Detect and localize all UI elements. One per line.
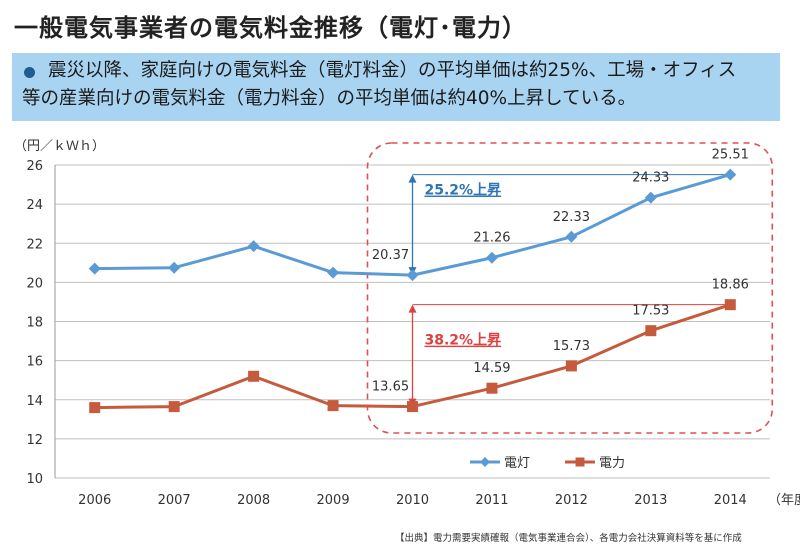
data-point-marker bbox=[644, 191, 657, 204]
legend-marker bbox=[575, 457, 585, 467]
data-point-marker bbox=[645, 325, 657, 337]
increase-annotation: 25.2%上昇 bbox=[425, 183, 502, 199]
x-tick-label: 2013 bbox=[634, 493, 667, 508]
y-tick-label: 26 bbox=[26, 159, 43, 174]
data-point-marker bbox=[89, 402, 101, 414]
data-label: 24.33 bbox=[632, 171, 669, 186]
y-tick-label: 18 bbox=[26, 316, 43, 331]
summary-line-2: 等の産業向けの電気料金（電力料金）の平均単価は約40%上昇している。 bbox=[22, 88, 637, 109]
legend-label: 電灯 bbox=[504, 456, 530, 471]
y-tick-label: 20 bbox=[26, 276, 43, 291]
y-tick-label: 24 bbox=[26, 198, 43, 213]
x-tick-label: 2009 bbox=[317, 493, 350, 508]
data-label: 25.51 bbox=[712, 148, 749, 163]
y-tick-label: 22 bbox=[26, 237, 43, 252]
data-point-marker bbox=[565, 360, 577, 372]
x-tick-label: 2007 bbox=[158, 493, 191, 508]
data-point-marker bbox=[168, 261, 181, 274]
data-point-marker bbox=[485, 251, 498, 264]
data-point-marker bbox=[486, 382, 498, 394]
data-point-marker bbox=[327, 400, 339, 412]
x-tick-label: 2010 bbox=[396, 493, 429, 508]
summary-box: 震災以降、家庭向けの電気料金（電灯料金）の平均単価は約25%、工場・オフィス 等… bbox=[12, 53, 780, 121]
legend-label: 電力 bbox=[599, 456, 625, 471]
source-footnote: 【出典】電力需要実績確報（電気事業連合会）、各電力会社決算資料等を基に作成 bbox=[395, 533, 742, 544]
data-point-marker bbox=[407, 401, 418, 413]
y-axis-label: （円／ｋＷｈ） bbox=[14, 139, 105, 154]
data-point-marker bbox=[248, 370, 260, 382]
highlight-region bbox=[366, 142, 774, 434]
x-tick-label: 2008 bbox=[237, 493, 270, 508]
x-tick-label: 2014 bbox=[714, 493, 747, 508]
x-tick-label: 2012 bbox=[555, 493, 588, 508]
data-label: 22.33 bbox=[553, 210, 590, 225]
data-label: 18.86 bbox=[712, 278, 749, 293]
y-tick-label: 16 bbox=[26, 355, 43, 370]
x-tick-label: 2006 bbox=[78, 493, 111, 508]
data-point-marker bbox=[88, 262, 101, 275]
y-tick-label: 12 bbox=[26, 433, 43, 448]
legend-marker bbox=[480, 457, 490, 467]
data-point-marker bbox=[406, 269, 419, 282]
data-label: 14.59 bbox=[473, 361, 510, 376]
data-label: 20.37 bbox=[372, 248, 409, 263]
y-tick-label: 10 bbox=[26, 472, 43, 487]
data-label: 21.26 bbox=[473, 231, 510, 246]
increase-arrow-head-up bbox=[408, 304, 417, 313]
x-tick-label: 2011 bbox=[475, 493, 508, 508]
data-point-marker bbox=[724, 168, 737, 181]
data-point-marker bbox=[327, 266, 340, 279]
data-label: 15.73 bbox=[553, 339, 590, 354]
data-point-marker bbox=[168, 401, 180, 413]
data-point-marker bbox=[724, 299, 736, 311]
data-point-marker bbox=[565, 230, 578, 243]
y-tick-label: 14 bbox=[26, 394, 43, 409]
increase-annotation: 38.2%上昇 bbox=[425, 333, 502, 349]
data-point-marker bbox=[247, 240, 260, 253]
data-label: 17.53 bbox=[632, 304, 669, 319]
bullet-icon bbox=[24, 67, 35, 78]
page-title: 一般電気事業者の電気料金推移（電灯･電力） bbox=[14, 14, 527, 42]
increase-arrow-head-up bbox=[408, 174, 417, 183]
summary-line-1: 震災以降、家庭向けの電気料金（電灯料金）の平均単価は約25%、工場・オフィス bbox=[48, 60, 737, 81]
data-label: 13.65 bbox=[372, 380, 409, 395]
x-axis-label: （年度） bbox=[768, 492, 800, 508]
